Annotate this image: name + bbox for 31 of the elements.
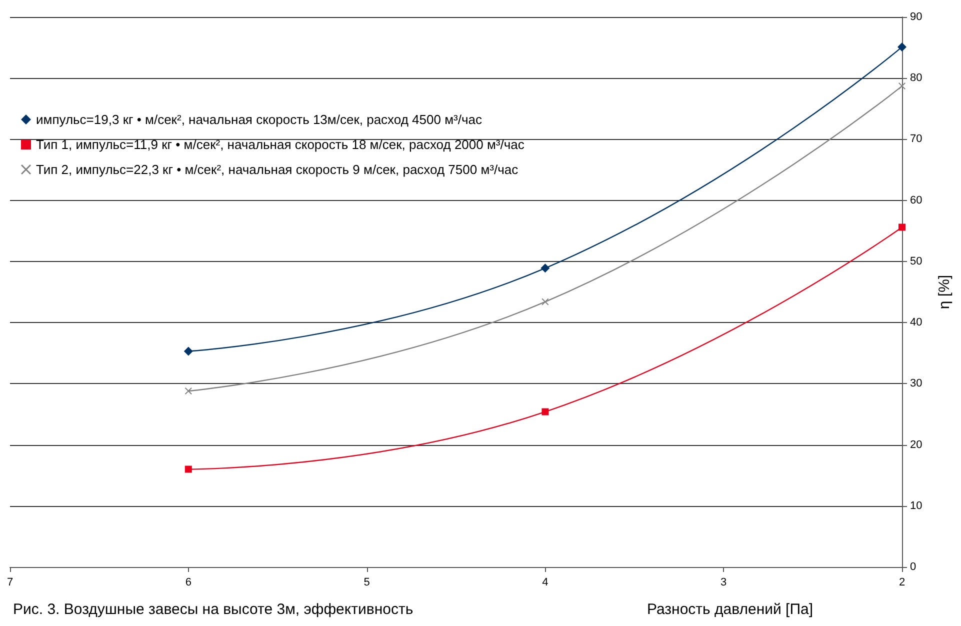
- x-axis-title: Разность давлений [Па]: [647, 601, 814, 618]
- x-tick-label: 7: [6, 576, 14, 588]
- text: Рис. 3. Воздушные завесы на высоте 3м, эффективность: [13, 601, 414, 618]
- y-tick-label: 70: [910, 133, 922, 146]
- point: [184, 466, 192, 473]
- y-axis-title: η [%]: [936, 274, 953, 310]
- y-tick-label: 40: [910, 316, 922, 329]
- y-tick-label: 20: [910, 438, 922, 451]
- y-tick-label: 50: [910, 255, 922, 268]
- y-tick-label: 90: [910, 11, 922, 23]
- x-tick-label: 5: [364, 576, 370, 588]
- y-tick-label: 30: [910, 378, 922, 390]
- point: [542, 298, 549, 306]
- point: [898, 42, 906, 52]
- legend-label: импульс=19,3 кг • м/сек², начальная скорость 13м/сек, расход 4500 м³/час: [36, 112, 482, 127]
- point: [184, 346, 193, 356]
- point: [898, 224, 906, 231]
- point: [184, 388, 192, 394]
- legend-label: Тип 2, импульс=22,3 кг • м/сек², начальная скорость 9 м/сек, расход 7500 м³/час: [36, 162, 519, 177]
- y-tick-label: 60: [910, 194, 922, 206]
- y-tick-label: 10: [910, 500, 922, 512]
- legend-label: Тип 1, импульс=11,9 кг • м/сек², начальная скорость 18 м/сек, расход 2000 м³/час: [36, 137, 525, 152]
- x-tick-label: 2: [898, 576, 906, 588]
- y-tick-label: 0: [910, 561, 916, 573]
- point: [542, 408, 549, 416]
- point: [898, 82, 906, 90]
- x-tick-label: 4: [542, 576, 548, 588]
- y-tick-label: 80: [910, 72, 922, 84]
- x-tick-label: 6: [185, 576, 192, 588]
- x-tick-label: 3: [720, 576, 727, 588]
- point: [540, 264, 550, 273]
